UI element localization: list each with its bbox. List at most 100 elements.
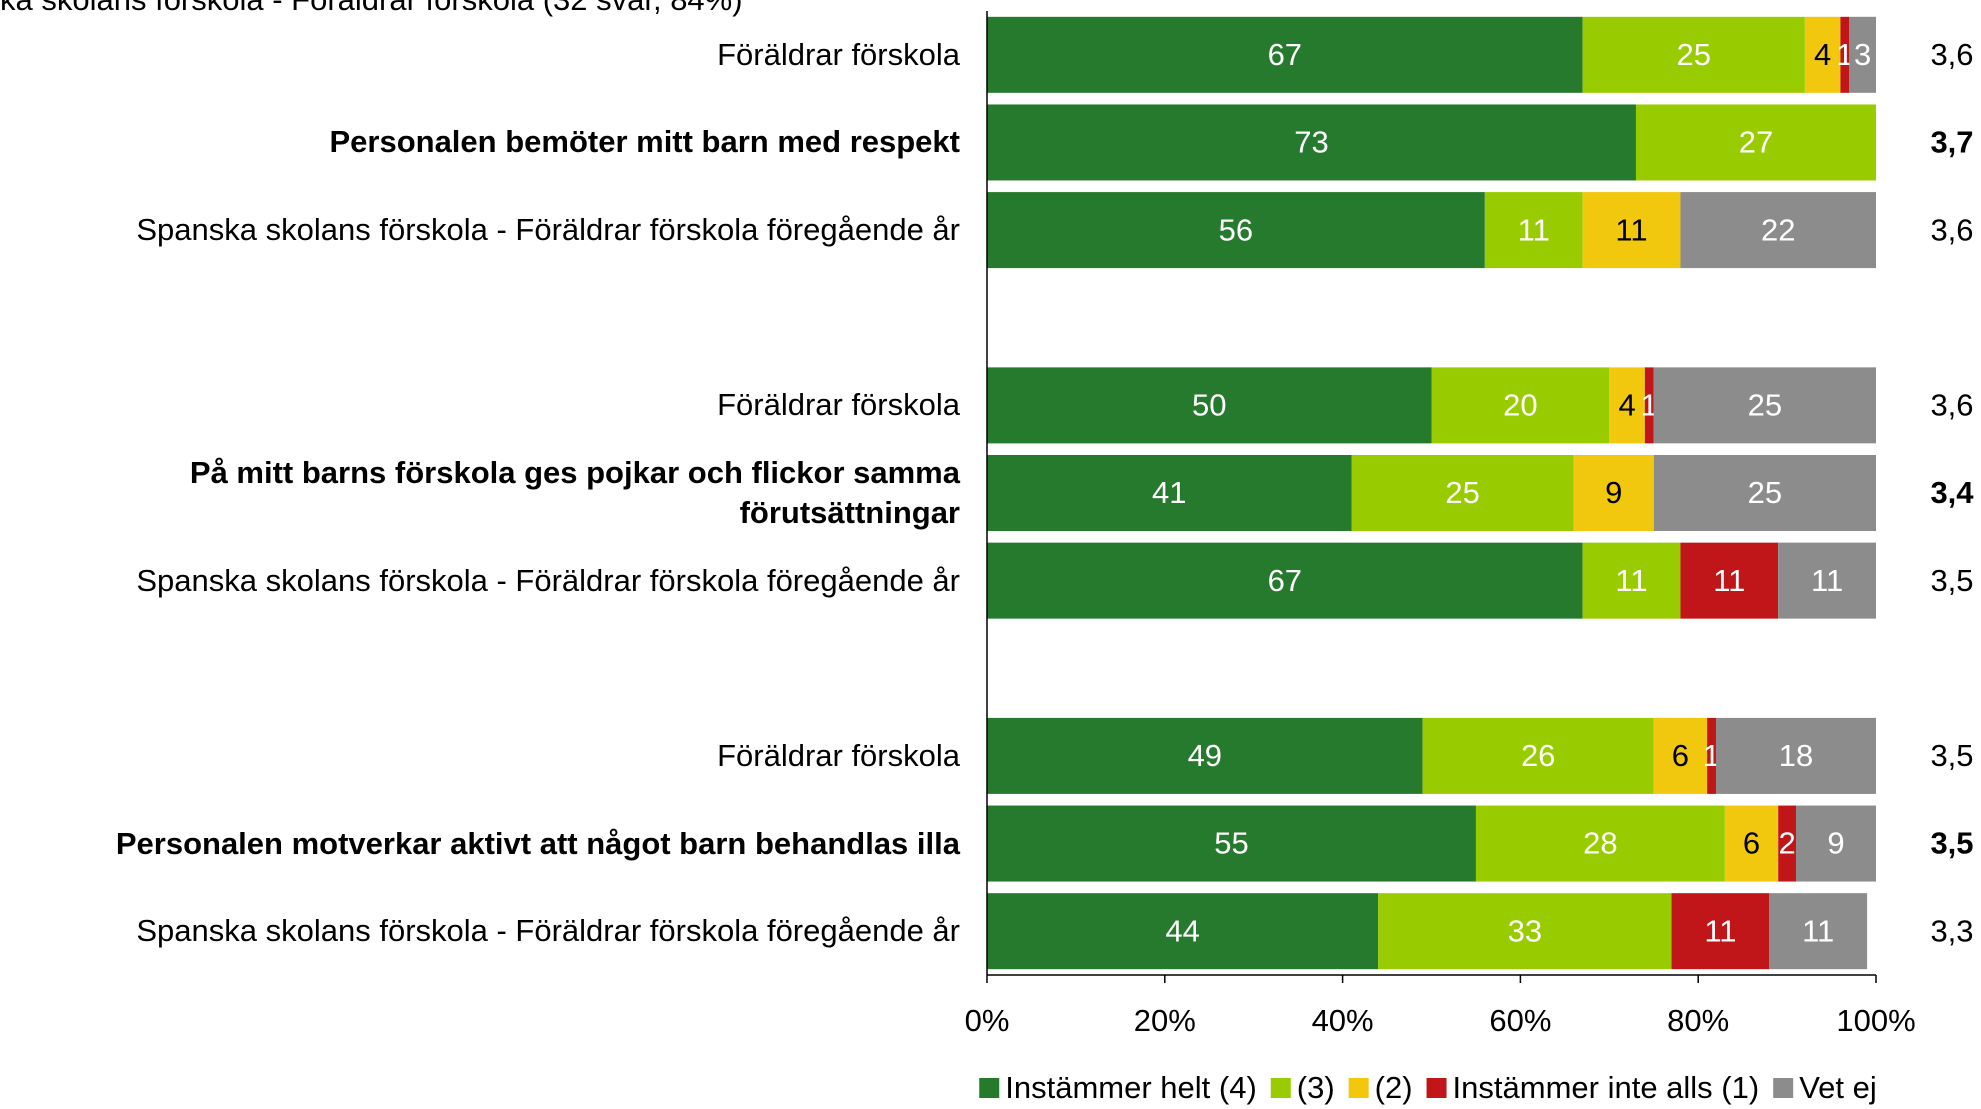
bar-segment — [1769, 893, 1868, 970]
bar-segment — [1804, 16, 1841, 93]
category-label: På mitt barns förskola ges pojkar och fl… — [189, 455, 960, 530]
mean-label: 3,5 — [1930, 826, 1973, 861]
bar-segment — [1378, 893, 1672, 970]
value-label: 9 — [1605, 475, 1622, 510]
mean-label: 3,6 — [1930, 212, 1973, 247]
legend-label: (2) — [1375, 1070, 1413, 1105]
bar-segment — [987, 16, 1583, 93]
bar-segment — [1778, 542, 1876, 619]
category-label: Personalen motverkar aktivt att något ba… — [115, 825, 960, 861]
value-label: 3 — [1854, 37, 1871, 72]
bar-segment — [1724, 805, 1779, 882]
bar-segment — [1653, 367, 1876, 444]
bar-segment — [987, 805, 1476, 882]
value-label: 6 — [1743, 826, 1760, 861]
value-label: 1 — [1641, 388, 1658, 423]
value-label: 44 — [1165, 913, 1199, 948]
value-label: 25 — [1748, 388, 1782, 423]
value-label: 41 — [1152, 475, 1186, 510]
legend-label: Instämmer helt (4) — [1005, 1070, 1257, 1105]
bar-segment — [987, 367, 1432, 444]
category-label-box: Spanska skolans förskola - Föräldrar för… — [136, 212, 960, 247]
category-label-box: Personalen bemöter mitt barn med respekt — [329, 124, 960, 160]
category-label-box: Spanska skolans förskola - Föräldrar för… — [136, 913, 960, 948]
x-tick-label: 40% — [1312, 1003, 1374, 1038]
bar-segment — [1715, 717, 1876, 794]
value-label: 67 — [1268, 37, 1302, 72]
x-tick-label: 0% — [965, 1003, 1010, 1038]
bar-segment — [1644, 367, 1654, 444]
value-label: 25 — [1748, 475, 1782, 510]
mean-label: 3,5 — [1930, 563, 1973, 598]
bar-segment — [1680, 192, 1876, 269]
legend-swatch — [979, 1078, 1000, 1098]
category-label-box: Personalen motverkar aktivt att något ba… — [115, 825, 960, 861]
bar-segment — [1431, 367, 1610, 444]
x-tick-label: 20% — [1134, 1003, 1196, 1038]
legend-label: (3) — [1297, 1070, 1335, 1105]
mean-label: 3,6 — [1930, 388, 1973, 423]
value-label: 11 — [1615, 563, 1647, 598]
bar-segment — [1351, 455, 1574, 531]
value-label: 11 — [1518, 212, 1550, 247]
x-tick-label: 80% — [1667, 1003, 1729, 1038]
legend-swatch — [1426, 1078, 1447, 1098]
value-label: 25 — [1677, 37, 1711, 72]
legend-swatch — [1348, 1078, 1369, 1098]
mean-label: 3,6 — [1930, 37, 1973, 72]
value-label: 28 — [1583, 826, 1617, 861]
bar-segment — [987, 717, 1423, 794]
x-tick-label: 100% — [1836, 1003, 1915, 1038]
bar-segment — [1849, 16, 1876, 93]
legend-label: Vet ej — [1799, 1070, 1877, 1105]
bar-segment — [987, 192, 1485, 269]
value-label: 22 — [1761, 212, 1795, 247]
value-label: 26 — [1521, 738, 1555, 773]
bar-segment — [1840, 16, 1850, 93]
mean-label: 3,5 — [1930, 738, 1973, 773]
bar-segment — [1795, 805, 1876, 882]
value-label: 11 — [1802, 913, 1834, 948]
category-label-box: Föräldrar förskola — [717, 387, 960, 423]
legend-swatch — [1773, 1078, 1794, 1098]
value-label: 9 — [1827, 826, 1844, 861]
bar-segment — [1707, 717, 1716, 794]
value-label: 11 — [1713, 563, 1745, 598]
category-label: Personalen bemöter mitt barn med respekt — [329, 124, 960, 160]
category-label-box: Föräldrar förskola — [717, 36, 960, 72]
value-label: 11 — [1811, 563, 1843, 598]
legend-swatch — [1270, 1078, 1291, 1098]
bar-segment — [1475, 805, 1725, 882]
mean-label: 3,3 — [1930, 913, 1973, 948]
bar-segment — [987, 104, 1636, 181]
value-label: 20 — [1503, 388, 1537, 423]
value-label: 1 — [1703, 738, 1720, 773]
category-label-box: På mitt barns förskola ges pojkar och fl… — [189, 455, 960, 530]
bar-segment — [987, 893, 1379, 970]
bar-segment — [1573, 455, 1654, 531]
bar-segment — [1582, 192, 1681, 269]
bar-segment — [1671, 893, 1770, 970]
value-label: 4 — [1814, 37, 1831, 72]
category-label: Föräldrar förskola — [717, 737, 960, 773]
category-label: Spanska skolans förskola - Föräldrar för… — [136, 562, 960, 598]
value-label: 4 — [1618, 388, 1635, 423]
legend-label: Instämmer inte alls (1) — [1453, 1070, 1760, 1105]
value-label: 55 — [1214, 826, 1248, 861]
value-label: 27 — [1739, 125, 1773, 160]
value-label: 11 — [1615, 212, 1647, 247]
bar-segment — [1484, 192, 1583, 269]
bar-segment — [1422, 717, 1654, 794]
value-label: 50 — [1192, 388, 1226, 423]
value-label: 2 — [1778, 826, 1795, 861]
bar-segment — [1680, 542, 1779, 619]
value-label: 73 — [1294, 125, 1328, 160]
value-label: 25 — [1445, 475, 1479, 510]
value-label: 67 — [1268, 563, 1302, 598]
bar-segment — [1635, 104, 1876, 181]
value-label: 33 — [1508, 913, 1542, 948]
category-label: Föräldrar förskola — [717, 36, 960, 72]
category-label: Föräldrar förskola — [717, 387, 960, 423]
